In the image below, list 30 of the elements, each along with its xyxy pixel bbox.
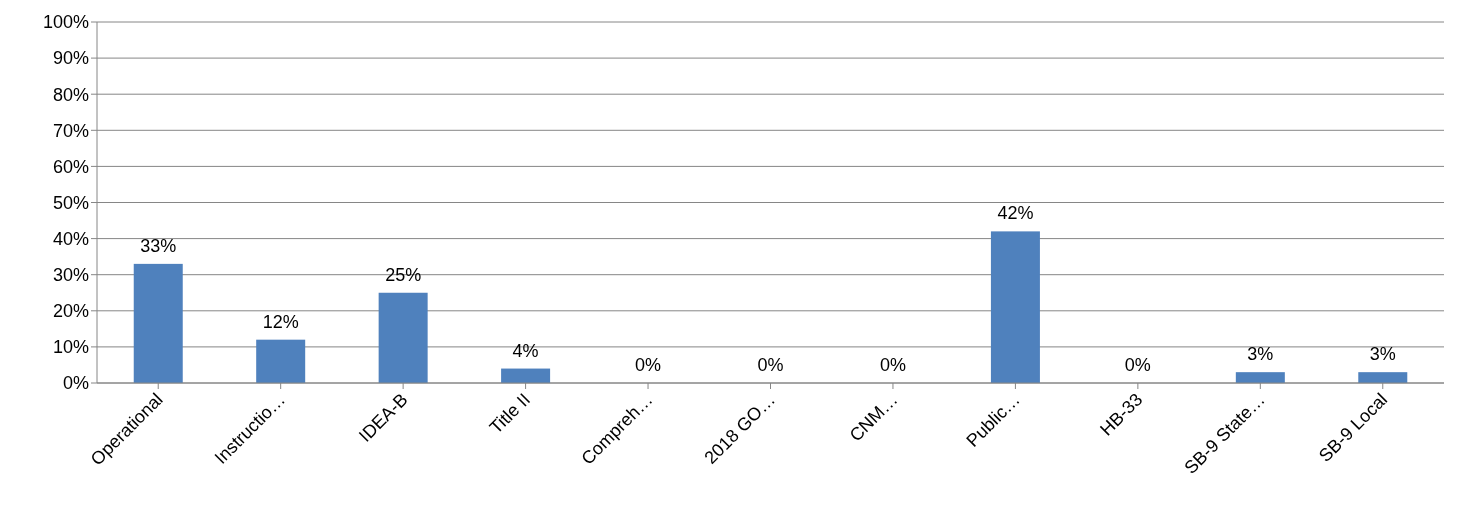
- data-label: 3%: [1247, 344, 1274, 365]
- data-label: 0%: [635, 355, 662, 375]
- data-label: 3%: [1369, 344, 1396, 365]
- y-tick-label: 50%: [52, 192, 89, 213]
- bar: [378, 292, 428, 383]
- data-label: 0%: [1124, 355, 1151, 375]
- y-tick-label: 90%: [52, 48, 89, 69]
- y-tick-label: 80%: [52, 84, 89, 105]
- y-tick-label: 10%: [52, 337, 89, 358]
- bar: [1235, 372, 1285, 383]
- data-label: 25%: [385, 264, 422, 285]
- bar: [133, 263, 183, 383]
- y-tick-label: 20%: [52, 301, 89, 322]
- bar: [1358, 372, 1408, 383]
- y-tick-label: 0%: [62, 373, 89, 394]
- y-tick-label: 70%: [52, 120, 89, 141]
- y-tick-label: 30%: [52, 265, 89, 286]
- data-label: 4%: [512, 340, 539, 361]
- data-label: 33%: [140, 235, 177, 256]
- data-label: 0%: [757, 355, 784, 375]
- x-tick-label: Title II: [485, 389, 535, 438]
- data-label: 42%: [997, 203, 1034, 224]
- bar: [990, 231, 1040, 383]
- bar: [501, 368, 551, 383]
- y-tick-label: 60%: [52, 156, 89, 177]
- bar: [256, 339, 306, 383]
- y-tick-label: 40%: [52, 228, 89, 249]
- data-label: 0%: [879, 355, 906, 375]
- data-label: 12%: [262, 311, 299, 332]
- y-tick-label: 100%: [42, 12, 89, 33]
